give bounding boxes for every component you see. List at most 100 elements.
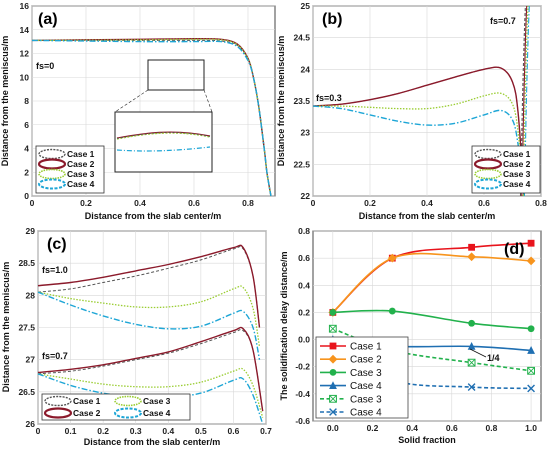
y-tick-label: -0.4	[295, 389, 310, 399]
panel-c-label: (c)	[47, 236, 67, 253]
y-tick-label: 24.5	[293, 33, 310, 43]
x-tick-label: 0.6	[478, 198, 490, 208]
y-tick-label: 0	[24, 191, 29, 201]
x-tick-label: 0.4	[406, 423, 418, 433]
panel-c-ticks: 0 0.1 0.2 0.3 0.4 0.5 0.6 0.7 26 26.5 27 27.5 28 28.5…	[18, 226, 272, 436]
panel-a-zoom-region	[147, 59, 205, 91]
panel-c-xlabel: Distance from the slab center/m	[84, 437, 221, 447]
legend-c-case4-swatch	[114, 407, 142, 419]
data-point	[527, 384, 535, 393]
y-tick-label: 26.5	[18, 387, 35, 397]
legend-d-label-1: Case 1	[350, 342, 382, 353]
y-tick-label: 27	[26, 355, 36, 365]
legend-a-case4-label: Case 4	[67, 179, 95, 189]
x-tick-label: 0.2	[367, 423, 379, 433]
y-tick-label: 23	[301, 128, 311, 138]
legend-c-case4-label: Case 4	[143, 408, 171, 418]
y-tick-label: 26	[26, 419, 36, 429]
data-point	[388, 307, 396, 315]
y-tick-label: 24	[301, 64, 311, 74]
panel-a-inset-curve-upper-a	[116, 131, 211, 139]
x-tick-label: 0.2	[364, 198, 376, 208]
x-tick-label: 0.6	[188, 198, 200, 208]
data-point	[467, 383, 476, 391]
panel-c-series	[37, 244, 264, 425]
data-point	[329, 324, 337, 333]
panel-d-annotation-quarter: 1/4	[487, 353, 500, 363]
data-point	[527, 346, 535, 354]
panel-a-inset-curve-upper-c	[116, 132, 211, 139]
legend-b-case2-label: Case 2	[503, 159, 531, 169]
series-line-case-2	[332, 252, 532, 313]
legend-d-label-6: Case 4	[350, 408, 382, 419]
y-tick-label: -0.6	[295, 416, 310, 426]
series-line-case-2	[37, 326, 264, 412]
panel-a-ylabel: Distance from the meniscus/m	[0, 36, 10, 167]
panel-a-inset	[114, 111, 213, 173]
panel-b-annotation-fs07: fs=0.7	[490, 16, 516, 26]
panel-c-legend: Case 1 Case 3 Case 2 Case 4	[41, 393, 191, 421]
panel-d: 0.0 0.2 0.4 0.6 0.8 1.0 -0.6 -0.4 -0.2 0.0 0.2 0.4 0…	[279, 226, 542, 445]
legend-a-case3-label: Case 3	[67, 169, 95, 179]
legend-c-case3-swatch	[114, 395, 142, 407]
series-line-case-3	[37, 285, 261, 347]
panel-d-ticks: 0.0 0.2 0.4 0.6 0.8 1.0 -0.6 -0.4 -0.2 0.0 0.2 0.4 0…	[295, 226, 537, 433]
x-tick-label: 0.8	[242, 198, 254, 208]
legend-a-case3-swatch	[38, 168, 66, 180]
x-tick-label: 0.8	[486, 423, 498, 433]
panel-b-xlabel: Distance from the slab center/m	[359, 211, 496, 221]
data-point	[527, 367, 535, 375]
x-tick-label: 0.7	[260, 426, 272, 436]
legend-a-case2-swatch	[37, 158, 67, 170]
panel-a-series	[31, 37, 272, 197]
series-line-case-3	[312, 92, 525, 197]
legend-d-label-4: Case 4	[350, 381, 382, 392]
legend-c-case2-label: Case 2	[73, 408, 101, 418]
x-tick-label: 0	[36, 426, 41, 436]
series-line-case-3	[31, 38, 272, 197]
x-tick-label: 0.4	[134, 198, 146, 208]
legend-d-marker	[329, 408, 337, 416]
legend-d-marker	[329, 342, 337, 350]
data-point	[387, 253, 397, 263]
panel-c-ylabel: Distance from the meniscus/m	[1, 262, 11, 393]
x-tick-label: 0.2	[97, 426, 109, 436]
panel-d-legend-box	[315, 336, 409, 419]
panel-d-annotation-arrow	[469, 348, 487, 358]
panel-a-inset-curve-upper-b	[116, 132, 211, 140]
data-point	[468, 243, 476, 251]
panel-b-label: (b)	[322, 11, 342, 28]
x-tick-label: 0.3	[130, 426, 142, 436]
y-tick-label: 22.5	[293, 159, 310, 169]
panel-d-legend: Case 1 Case 2 Case 3 Case 4 Case 3 Case 4	[315, 336, 409, 419]
data-point	[527, 325, 535, 333]
x-tick-label: 0.1	[65, 426, 77, 436]
series-line-case-4	[37, 291, 261, 360]
legend-b-case1-label: Case 1	[503, 149, 531, 159]
series-line-case-3	[37, 367, 264, 418]
panel-a-legend: Case 1 Case 2 Case 3 Case 4	[35, 145, 105, 194]
panel-b-ylabel: Distance from the meniscus/m	[276, 36, 286, 167]
panel-b-ticks: 0 0.2 0.4 0.6 0.8 22 22.5 23 23.5 24 24.5 25	[293, 1, 547, 208]
legend-b-case3-label: Case 3	[503, 169, 531, 179]
legend-a-case1-label: Case 1	[67, 149, 95, 159]
legend-d-label-5: Case 3	[350, 394, 382, 405]
panel-d-label: (d)	[504, 241, 524, 258]
y-tick-label: 0.6	[298, 253, 310, 263]
legend-d-marker	[329, 395, 337, 403]
panel-a-label: (a)	[38, 11, 58, 28]
x-tick-label: 0.6	[228, 426, 240, 436]
series-line-case-3	[332, 309, 532, 330]
panel-a-ticks: 0 0.2 0.4 0.6 0.8 0 2 4 6 8 10 12 14 16	[20, 1, 255, 208]
legend-b-case2-swatch	[473, 158, 503, 170]
y-tick-label: 0.2	[298, 307, 310, 317]
x-tick-label: 0.4	[162, 426, 174, 436]
x-tick-label: 0	[30, 198, 35, 208]
data-point	[467, 341, 476, 350]
y-tick-label: 27.5	[18, 323, 35, 333]
data-point	[467, 358, 476, 367]
series-line-case-4	[312, 105, 525, 197]
x-tick-label: 0.6	[446, 423, 458, 433]
panel-b-annotation-fs03: fs=0.3	[316, 93, 342, 103]
